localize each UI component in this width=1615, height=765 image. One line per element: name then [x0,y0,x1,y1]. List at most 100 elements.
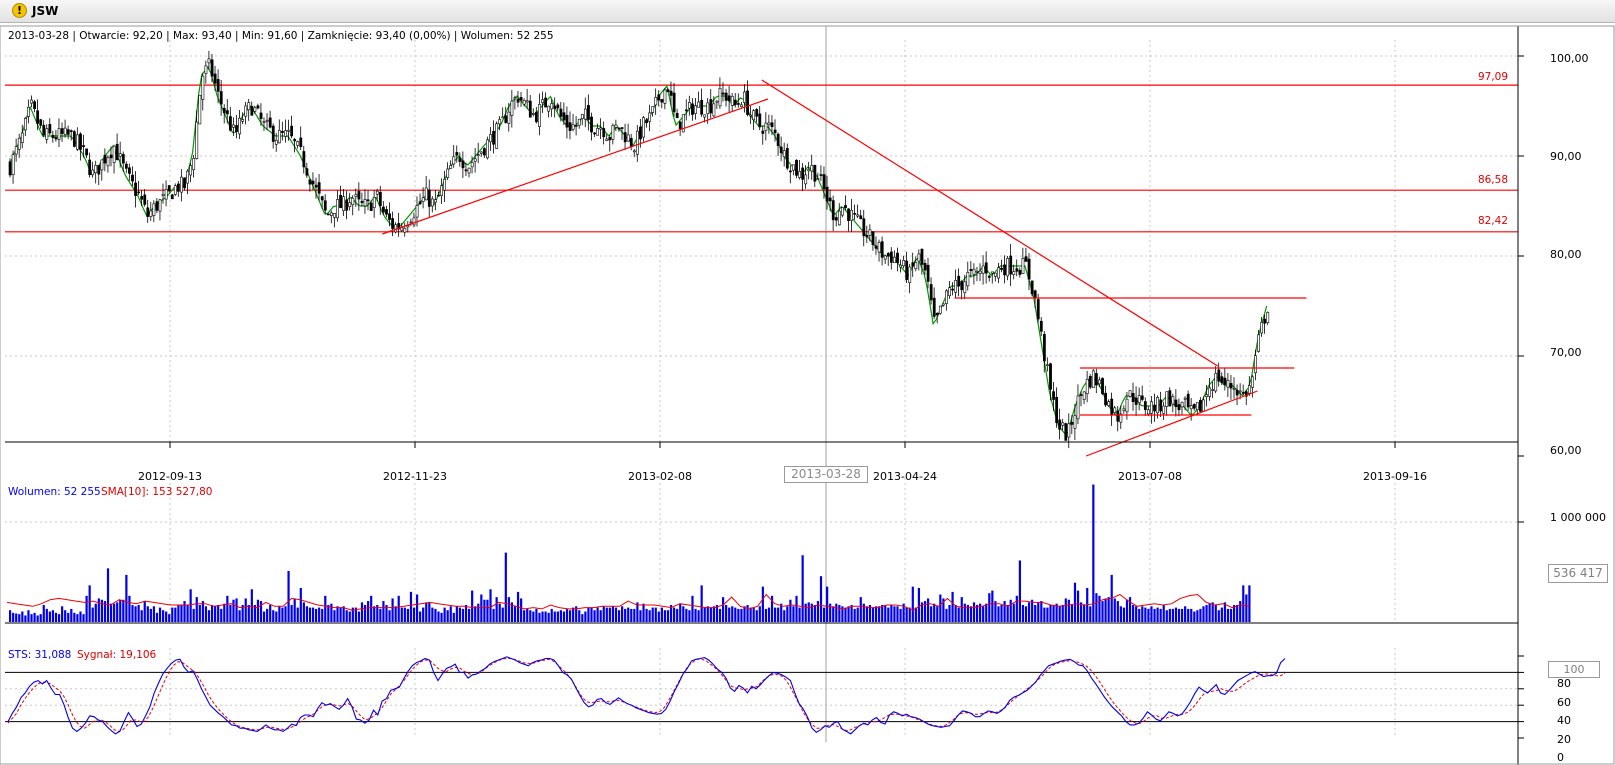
volume-bar [1245,594,1248,622]
candle-body [914,262,918,270]
candle-body [510,100,514,116]
volume-bar [431,607,434,622]
volume-bar [1073,582,1077,622]
volume-bar [923,601,927,622]
volume-bar [1205,604,1208,622]
volume-bar [507,597,510,622]
candle-body [308,179,312,185]
candle-body [222,108,226,114]
candle-body [1162,405,1166,414]
candle-body [1006,258,1010,277]
candle-body [798,171,801,178]
candle-body [749,114,753,117]
volume-bar [143,601,146,622]
candle-body [326,213,330,216]
candle-body [66,129,70,135]
candle-body [896,252,899,263]
chart-area[interactable] [0,22,1615,765]
candle-body [587,105,590,120]
volume-bar [581,614,584,622]
volume-bar [709,607,712,622]
volume-bar [70,608,73,622]
volume-bar [605,607,608,622]
volume-bar [1174,607,1178,622]
volume-bar [67,612,70,622]
candle-body [1241,392,1245,394]
volume-bar [553,611,556,622]
candle-body [72,131,76,147]
candle-body [342,196,346,212]
volume-bar [538,612,541,622]
candle-body [434,199,437,203]
volume-bar [700,585,703,622]
volume-bar [419,611,422,622]
volume-bar [936,606,939,622]
candle-body [17,137,21,150]
candle-body [446,168,450,178]
candle-body [369,202,373,212]
volume-bar [1101,601,1104,622]
candle-body [1000,267,1003,270]
volume-bar [994,601,997,622]
candle-body [810,165,814,172]
candle-body [831,200,835,221]
volume-bar [409,591,413,622]
volume-bar [235,598,238,622]
volume-bar [64,610,67,622]
candle-body [360,200,364,203]
candle-body [547,105,551,112]
candle-body [268,117,272,128]
candle-body [1027,258,1031,280]
volume-bar [878,606,881,622]
candle-body [856,214,860,217]
candle-body [666,89,670,93]
candle-body [302,151,306,168]
candle-body [244,105,248,117]
volume-bar [979,603,982,622]
candle-body [816,178,820,180]
volume-bar [415,594,419,622]
volume-bar [204,606,208,622]
volume-bar [832,606,835,622]
candle-body [412,217,416,226]
candle-body [1186,393,1190,408]
volume-bar [168,614,171,622]
volume-bar [464,604,468,622]
volume-bar [835,603,838,622]
volume-bar [443,607,446,622]
volume-bar [1226,608,1230,622]
warning-icon[interactable]: ! [12,3,27,18]
volume-bar [468,608,471,622]
volume-bar [1040,601,1043,622]
candle-body [813,164,817,182]
volume-bar [367,601,370,622]
candle-body [345,199,349,211]
candle-body [366,199,370,202]
candle-body [1260,322,1264,334]
volume-bar [131,604,134,622]
candle-body [703,114,707,118]
candle-body [1125,398,1129,413]
volume-bar [755,610,758,622]
candle-body [183,177,186,189]
candle-body [801,167,805,180]
volume-bar [140,610,143,622]
candle-body [284,130,287,137]
candle-body [406,225,410,228]
volume-bar [1190,608,1193,622]
volume-bar [786,606,789,622]
volume-bar [1031,599,1034,622]
volume-bar [61,606,64,622]
volume-bar [963,603,966,622]
candle-body [1003,264,1007,276]
volume-bar [1162,604,1165,622]
volume-bar [991,590,994,622]
candle-body [112,145,116,163]
candle-body [48,124,52,134]
volume-bar [262,611,266,622]
candle-body [1153,404,1156,412]
volume-bar [103,601,107,622]
candle-body [293,139,297,142]
volume-bar [198,604,201,622]
candle-body [963,281,967,294]
